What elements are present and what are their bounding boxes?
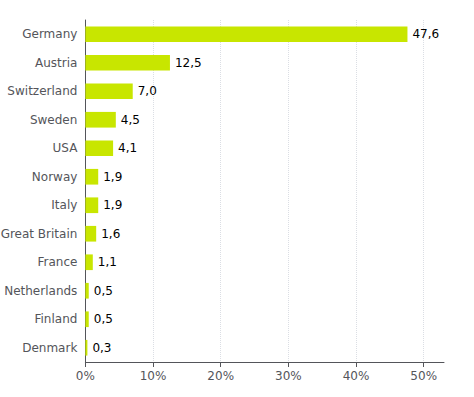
svg-text:Netherlands: Netherlands	[4, 284, 77, 298]
svg-text:47,6: 47,6	[412, 27, 439, 41]
svg-text:1,6: 1,6	[101, 227, 120, 241]
svg-text:USA: USA	[53, 141, 79, 155]
svg-text:10%: 10%	[140, 369, 167, 383]
svg-text:Great Britain: Great Britain	[1, 227, 78, 241]
svg-text:Sweden: Sweden	[30, 113, 77, 127]
svg-text:7,0: 7,0	[138, 84, 157, 98]
svg-text:Finland: Finland	[34, 312, 77, 326]
svg-text:Denmark: Denmark	[22, 341, 77, 355]
svg-text:1,9: 1,9	[103, 170, 122, 184]
svg-text:Germany: Germany	[22, 27, 77, 41]
svg-text:Austria: Austria	[35, 56, 77, 70]
svg-text:France: France	[37, 255, 77, 269]
svg-text:40%: 40%	[343, 369, 370, 383]
svg-text:Norway: Norway	[32, 170, 78, 184]
svg-text:0,5: 0,5	[94, 312, 113, 326]
svg-text:1,9: 1,9	[103, 198, 122, 212]
svg-text:Italy: Italy	[51, 198, 77, 212]
svg-text:0,5: 0,5	[94, 284, 113, 298]
svg-text:30%: 30%	[275, 369, 302, 383]
svg-text:4,1: 4,1	[118, 141, 137, 155]
svg-text:4,5: 4,5	[121, 113, 140, 127]
svg-text:50%: 50%	[410, 369, 437, 383]
svg-text:20%: 20%	[207, 369, 234, 383]
svg-text:Switzerland: Switzerland	[7, 84, 77, 98]
svg-text:0,3: 0,3	[92, 341, 111, 355]
svg-text:1,1: 1,1	[98, 255, 117, 269]
svg-text:0%: 0%	[76, 369, 95, 383]
svg-text:12,5: 12,5	[175, 56, 202, 70]
